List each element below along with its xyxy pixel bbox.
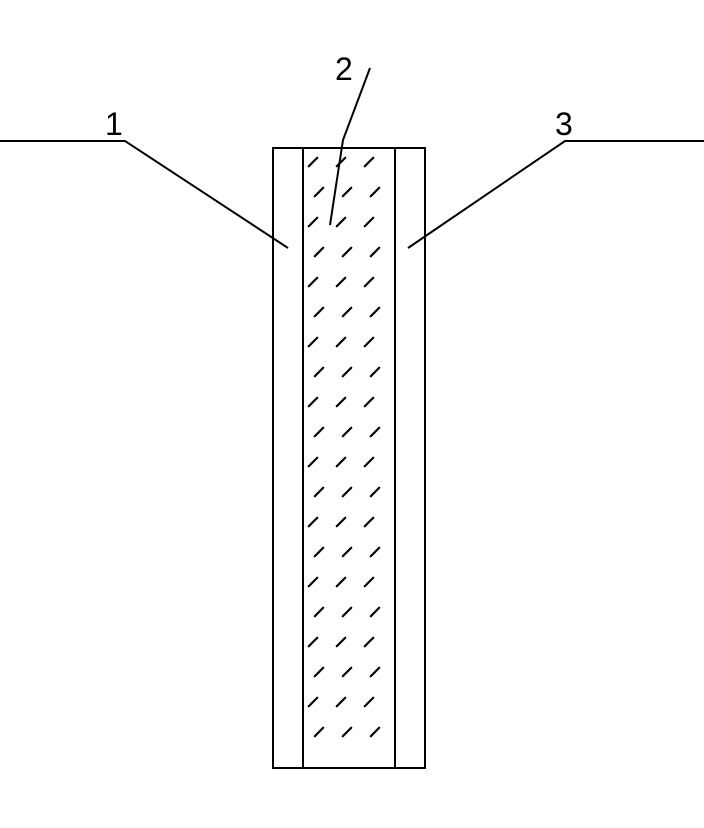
outer-layer-rect [273, 148, 425, 768]
leader-lines [0, 68, 704, 248]
leader-line-label2 [330, 68, 370, 225]
leader-line-label1 [0, 141, 288, 248]
leader-line-label3 [408, 141, 704, 248]
callout-label-label2: 2 [335, 51, 353, 87]
callout-label-label3: 3 [555, 106, 573, 142]
callout-label-label1: 1 [105, 106, 123, 142]
hatch-pattern [309, 158, 379, 736]
cross-section-diagram: 1 2 3 [0, 0, 704, 828]
labels-group: 1 2 3 [105, 51, 573, 142]
